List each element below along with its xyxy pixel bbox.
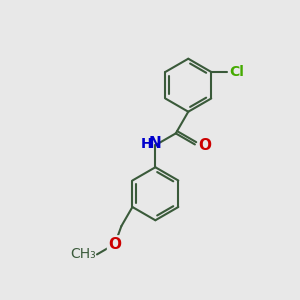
Text: Cl: Cl (230, 65, 244, 79)
Text: O: O (199, 138, 212, 153)
Text: CH₃: CH₃ (70, 248, 95, 261)
Text: O: O (108, 237, 121, 252)
Text: H: H (141, 137, 152, 151)
Text: N: N (149, 136, 162, 151)
